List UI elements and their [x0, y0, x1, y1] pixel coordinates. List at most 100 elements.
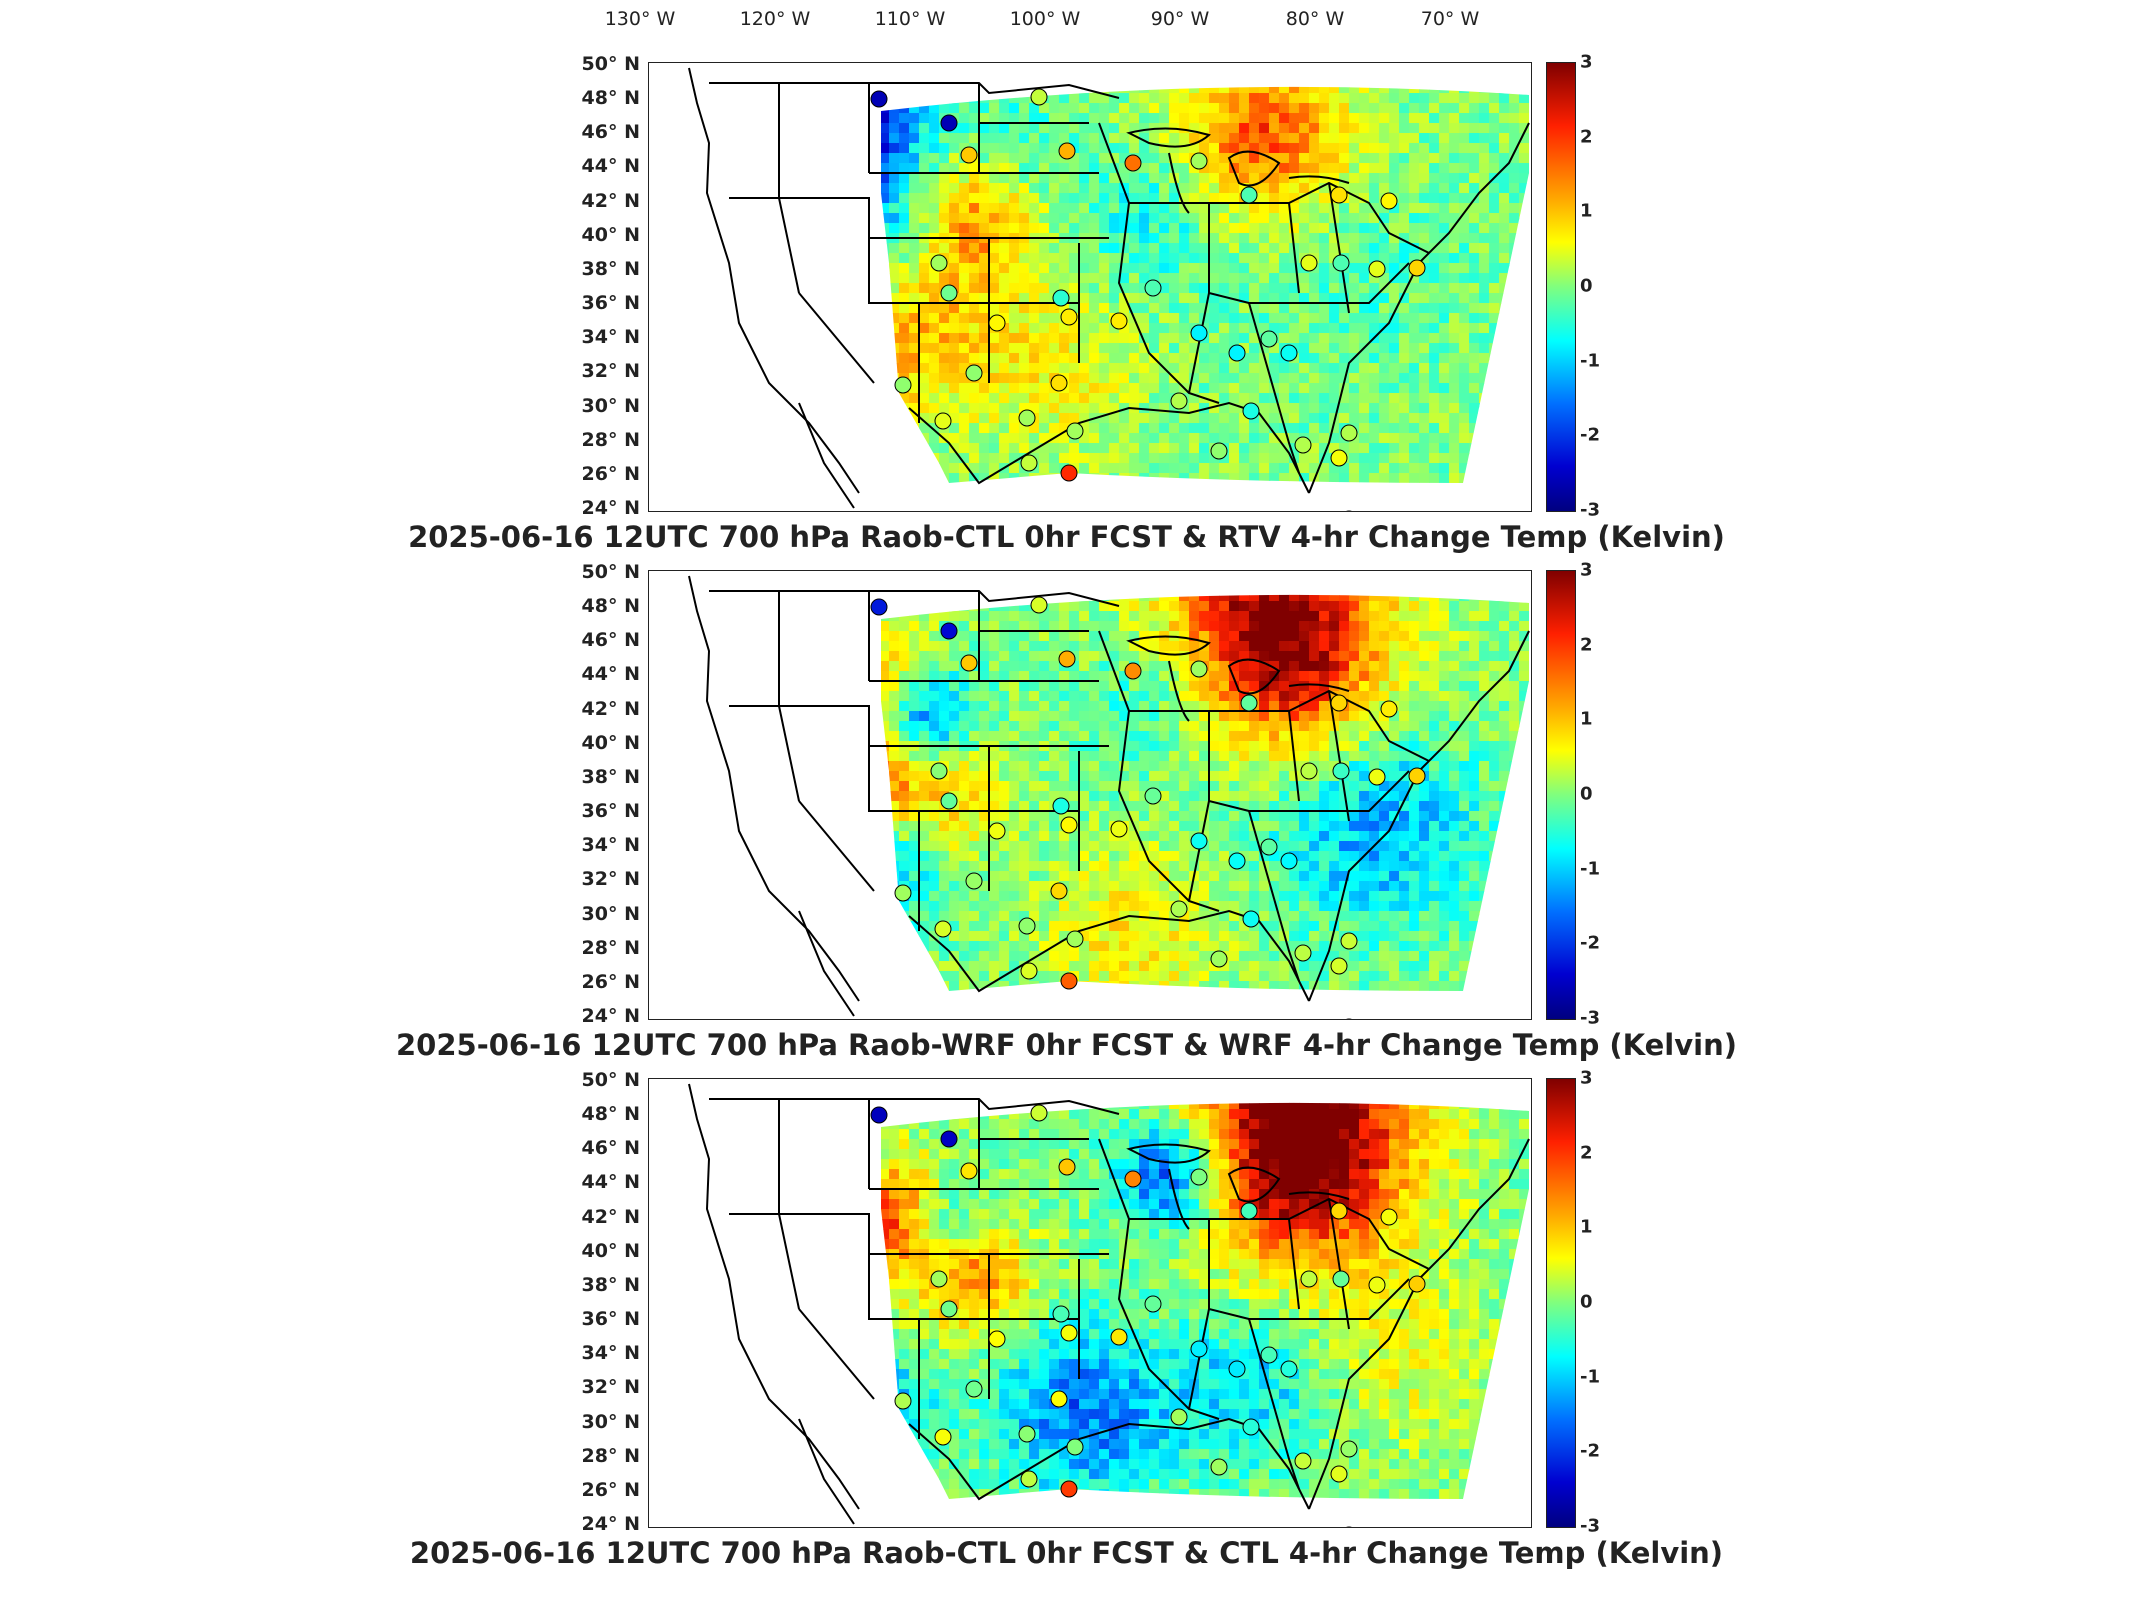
- field-cell: [1009, 173, 1020, 184]
- field-cell: [1259, 86, 1270, 94]
- field-cell: [1419, 353, 1430, 364]
- field-cell: [1119, 163, 1130, 174]
- field-cell: [1379, 631, 1390, 642]
- field-cell: [1429, 611, 1440, 622]
- field-cell: [1149, 841, 1160, 852]
- field-cell: [1429, 651, 1440, 662]
- field-cell: [1209, 571, 1220, 582]
- field-cell: [1319, 601, 1330, 612]
- field-cell: [1269, 463, 1280, 474]
- field-cell: [1349, 303, 1360, 314]
- field-cell: [999, 621, 1010, 632]
- field-cell: [1349, 791, 1360, 802]
- field-cell: [1209, 63, 1220, 74]
- field-cell: [1069, 781, 1080, 792]
- field-cell: [1079, 133, 1090, 144]
- field-cell: [1129, 741, 1140, 752]
- field-cell: [1489, 711, 1500, 722]
- field-cell: [1419, 363, 1430, 374]
- field-cell: [1459, 173, 1470, 184]
- field-cell: [1459, 781, 1470, 792]
- field-cell: [1169, 831, 1180, 842]
- field-cell: [1179, 631, 1190, 642]
- field-cell: [889, 243, 900, 254]
- field-cell: [1499, 483, 1510, 494]
- field-cell: [1209, 283, 1220, 294]
- field-cell: [1269, 63, 1280, 74]
- field-cell: [969, 711, 980, 722]
- field-cell: [1089, 841, 1100, 852]
- field-cell: [989, 731, 1000, 742]
- field-cell: [1299, 691, 1310, 702]
- field-cell: [1029, 73, 1040, 84]
- field-cell: [1009, 393, 1020, 404]
- field-cell: [1219, 503, 1230, 511]
- field-cell: [899, 811, 910, 822]
- field-cell: [929, 183, 940, 194]
- field-cell: [1419, 73, 1430, 84]
- field-cell: [1099, 373, 1110, 384]
- field-cell: [1349, 463, 1360, 474]
- field-cell: [1009, 581, 1020, 592]
- field-cell: [1039, 323, 1050, 334]
- field-cell: [1489, 73, 1500, 84]
- field-cell: [889, 571, 900, 582]
- field-cell: [1409, 811, 1420, 822]
- field-cell: [1159, 423, 1170, 434]
- field-cell: [1049, 63, 1060, 74]
- field-cell: [1219, 63, 1230, 74]
- field-cell: [1309, 581, 1320, 592]
- field-cell: [1489, 811, 1500, 822]
- field-cell: [929, 711, 940, 722]
- field-cell: [1349, 671, 1360, 682]
- field-cell: [1479, 123, 1490, 134]
- field-cell: [869, 771, 880, 782]
- field-cell: [1179, 821, 1190, 832]
- field-cell: [1129, 143, 1140, 154]
- field-cell: [919, 841, 930, 852]
- field-cell: [1369, 73, 1380, 84]
- field-cell: [1179, 711, 1190, 722]
- field-cell: [1149, 213, 1160, 224]
- field-cell: [1359, 493, 1370, 504]
- field-cell: [909, 761, 920, 772]
- field-cell: [1209, 313, 1220, 324]
- field-cell: [1339, 143, 1350, 154]
- field-cell: [1399, 681, 1410, 692]
- field-cell: [1459, 133, 1470, 144]
- field-cell: [1099, 831, 1110, 842]
- field-cell: [1059, 493, 1070, 504]
- field-cell: [899, 283, 910, 294]
- field-cell: [929, 581, 940, 592]
- field-cell: [1119, 223, 1130, 234]
- field-cell: [1409, 721, 1420, 732]
- field-cell: [1289, 661, 1300, 672]
- field-cell: [1459, 333, 1470, 344]
- field-cell: [909, 203, 920, 214]
- field-cell: [959, 403, 970, 414]
- field-cell: [1129, 323, 1140, 334]
- field-cell: [959, 831, 970, 842]
- field-cell: [1379, 611, 1390, 622]
- field-cell: [939, 303, 950, 314]
- field-cell: [1089, 143, 1100, 154]
- field-cell: [1469, 761, 1480, 772]
- field-cell: [1529, 183, 1531, 194]
- field-cell: [899, 601, 910, 612]
- field-cell: [909, 701, 920, 712]
- field-cell: [1319, 193, 1330, 204]
- field-cell: [919, 483, 930, 494]
- field-cell: [1129, 393, 1140, 404]
- field-cell: [1129, 791, 1140, 802]
- field-cell: [1209, 641, 1220, 652]
- field-cell: [979, 463, 990, 474]
- field-cell: [1479, 661, 1490, 672]
- field-cell: [1069, 671, 1080, 682]
- field-cell: [1339, 333, 1350, 344]
- field-cell: [1159, 611, 1170, 622]
- field-cell: [1309, 631, 1320, 642]
- field-cell: [1229, 841, 1240, 852]
- field-cell: [1029, 771, 1040, 782]
- field-cell: [1499, 731, 1510, 742]
- field-cell: [1479, 651, 1490, 662]
